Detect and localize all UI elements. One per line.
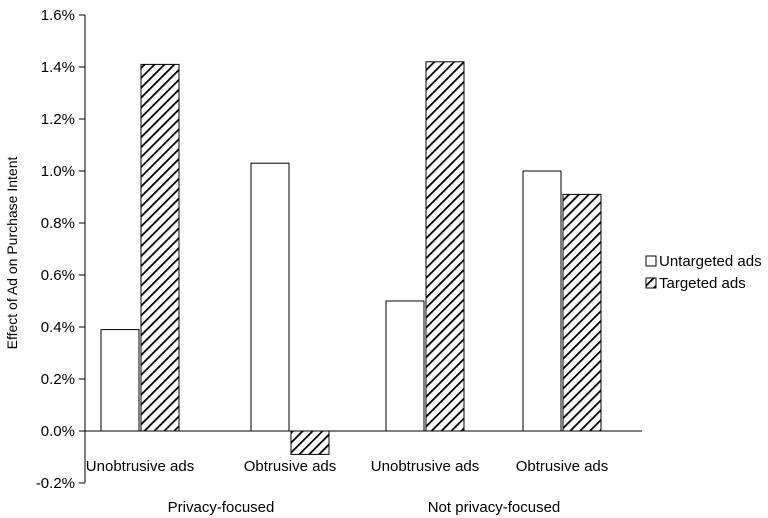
- bars: [100, 61, 602, 455]
- category-labels: Unobtrusive ads Obtrusive ads Unobtrusive …: [86, 458, 608, 475]
- y-tick-label: 1.2%: [41, 111, 75, 128]
- legend-swatch: [645, 255, 657, 267]
- untargeted-bar: [522, 170, 562, 432]
- targeted-bar: [140, 63, 180, 432]
- legend-label: Untargeted ads: [659, 253, 762, 270]
- category-label: Obtrusive ads: [244, 458, 337, 475]
- y-tick-label: 0.2%: [41, 371, 75, 388]
- legend: Untargeted ads Targeted ads: [645, 253, 762, 292]
- category-label: Obtrusive ads: [516, 458, 609, 475]
- y-tick-label: 0.8%: [41, 215, 75, 232]
- group-label: Not privacy-focused: [428, 499, 561, 516]
- y-tick-label: 1.4%: [41, 59, 75, 76]
- untargeted-bar: [100, 329, 140, 432]
- group-label: Privacy-focused: [168, 499, 275, 516]
- untargeted-bar: [385, 300, 425, 432]
- y-tick-label: 1.0%: [41, 163, 75, 180]
- legend-label: Targeted ads: [659, 275, 746, 292]
- targeted-bar: [562, 193, 602, 432]
- y-tick-label: -0.2%: [36, 475, 75, 492]
- untargeted-bar: [250, 162, 290, 432]
- targeted-bar: [290, 430, 330, 455]
- targeted-bar: [425, 61, 465, 432]
- y-tick-label: 1.6%: [41, 7, 75, 24]
- y-tick-label: 0.0%: [41, 423, 75, 440]
- y-tick-label: 0.6%: [41, 267, 75, 284]
- y-axis-title: Effect of Ad on Purchase Intent: [4, 157, 20, 350]
- category-label: Unobtrusive ads: [86, 458, 194, 475]
- y-tick-label: 0.4%: [41, 319, 75, 336]
- group-labels: Privacy-focused Not privacy-focused: [168, 499, 561, 516]
- legend-swatch: [645, 277, 657, 289]
- y-tick-labels: -0.2% 0.0% 0.2% 0.4% 0.6% 0.8% 1.0% 1.2% 1.4% 1.6…: [36, 7, 75, 492]
- category-label: Unobtrusive ads: [371, 458, 479, 475]
